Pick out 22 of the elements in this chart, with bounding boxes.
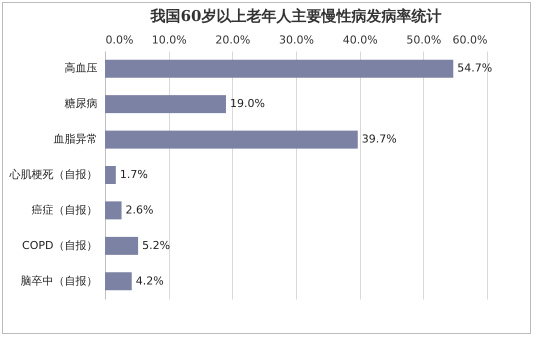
x-tick-label: 60.0% — [452, 34, 488, 46]
data-label: 1.7% — [120, 168, 148, 181]
data-label: 54.7% — [457, 62, 492, 75]
x-tick-label: 40.0% — [342, 34, 378, 46]
y-tick-label: 血脂异常 — [54, 132, 98, 146]
data-label: 2.6% — [126, 203, 154, 216]
data-label: 5.2% — [142, 238, 170, 252]
y-tick-label: 脑卒中（自报） — [20, 274, 98, 288]
x-tick-label: 10.0% — [152, 34, 187, 46]
x-tick-label: 0.0% — [106, 34, 134, 46]
y-tick-label: 心肌梗死（自报） — [8, 168, 98, 181]
chart-title: 我国60岁以上老年人主要慢性病发病率统计 — [150, 7, 442, 25]
y-tick-label: 高血压 — [64, 62, 98, 75]
y-tick-label: COPD（自报） — [22, 238, 98, 252]
x-tick-label: 20.0% — [215, 34, 250, 46]
data-label: 39.7% — [362, 132, 397, 146]
y-tick-label: 癌症（自报） — [32, 203, 98, 216]
x-tick-label: 30.0% — [279, 34, 314, 46]
data-label: 4.2% — [136, 274, 164, 288]
x-tick-label: 50.0% — [406, 34, 442, 46]
data-label: 19.0% — [230, 97, 265, 110]
y-tick-label: 糖尿病 — [64, 97, 98, 110]
